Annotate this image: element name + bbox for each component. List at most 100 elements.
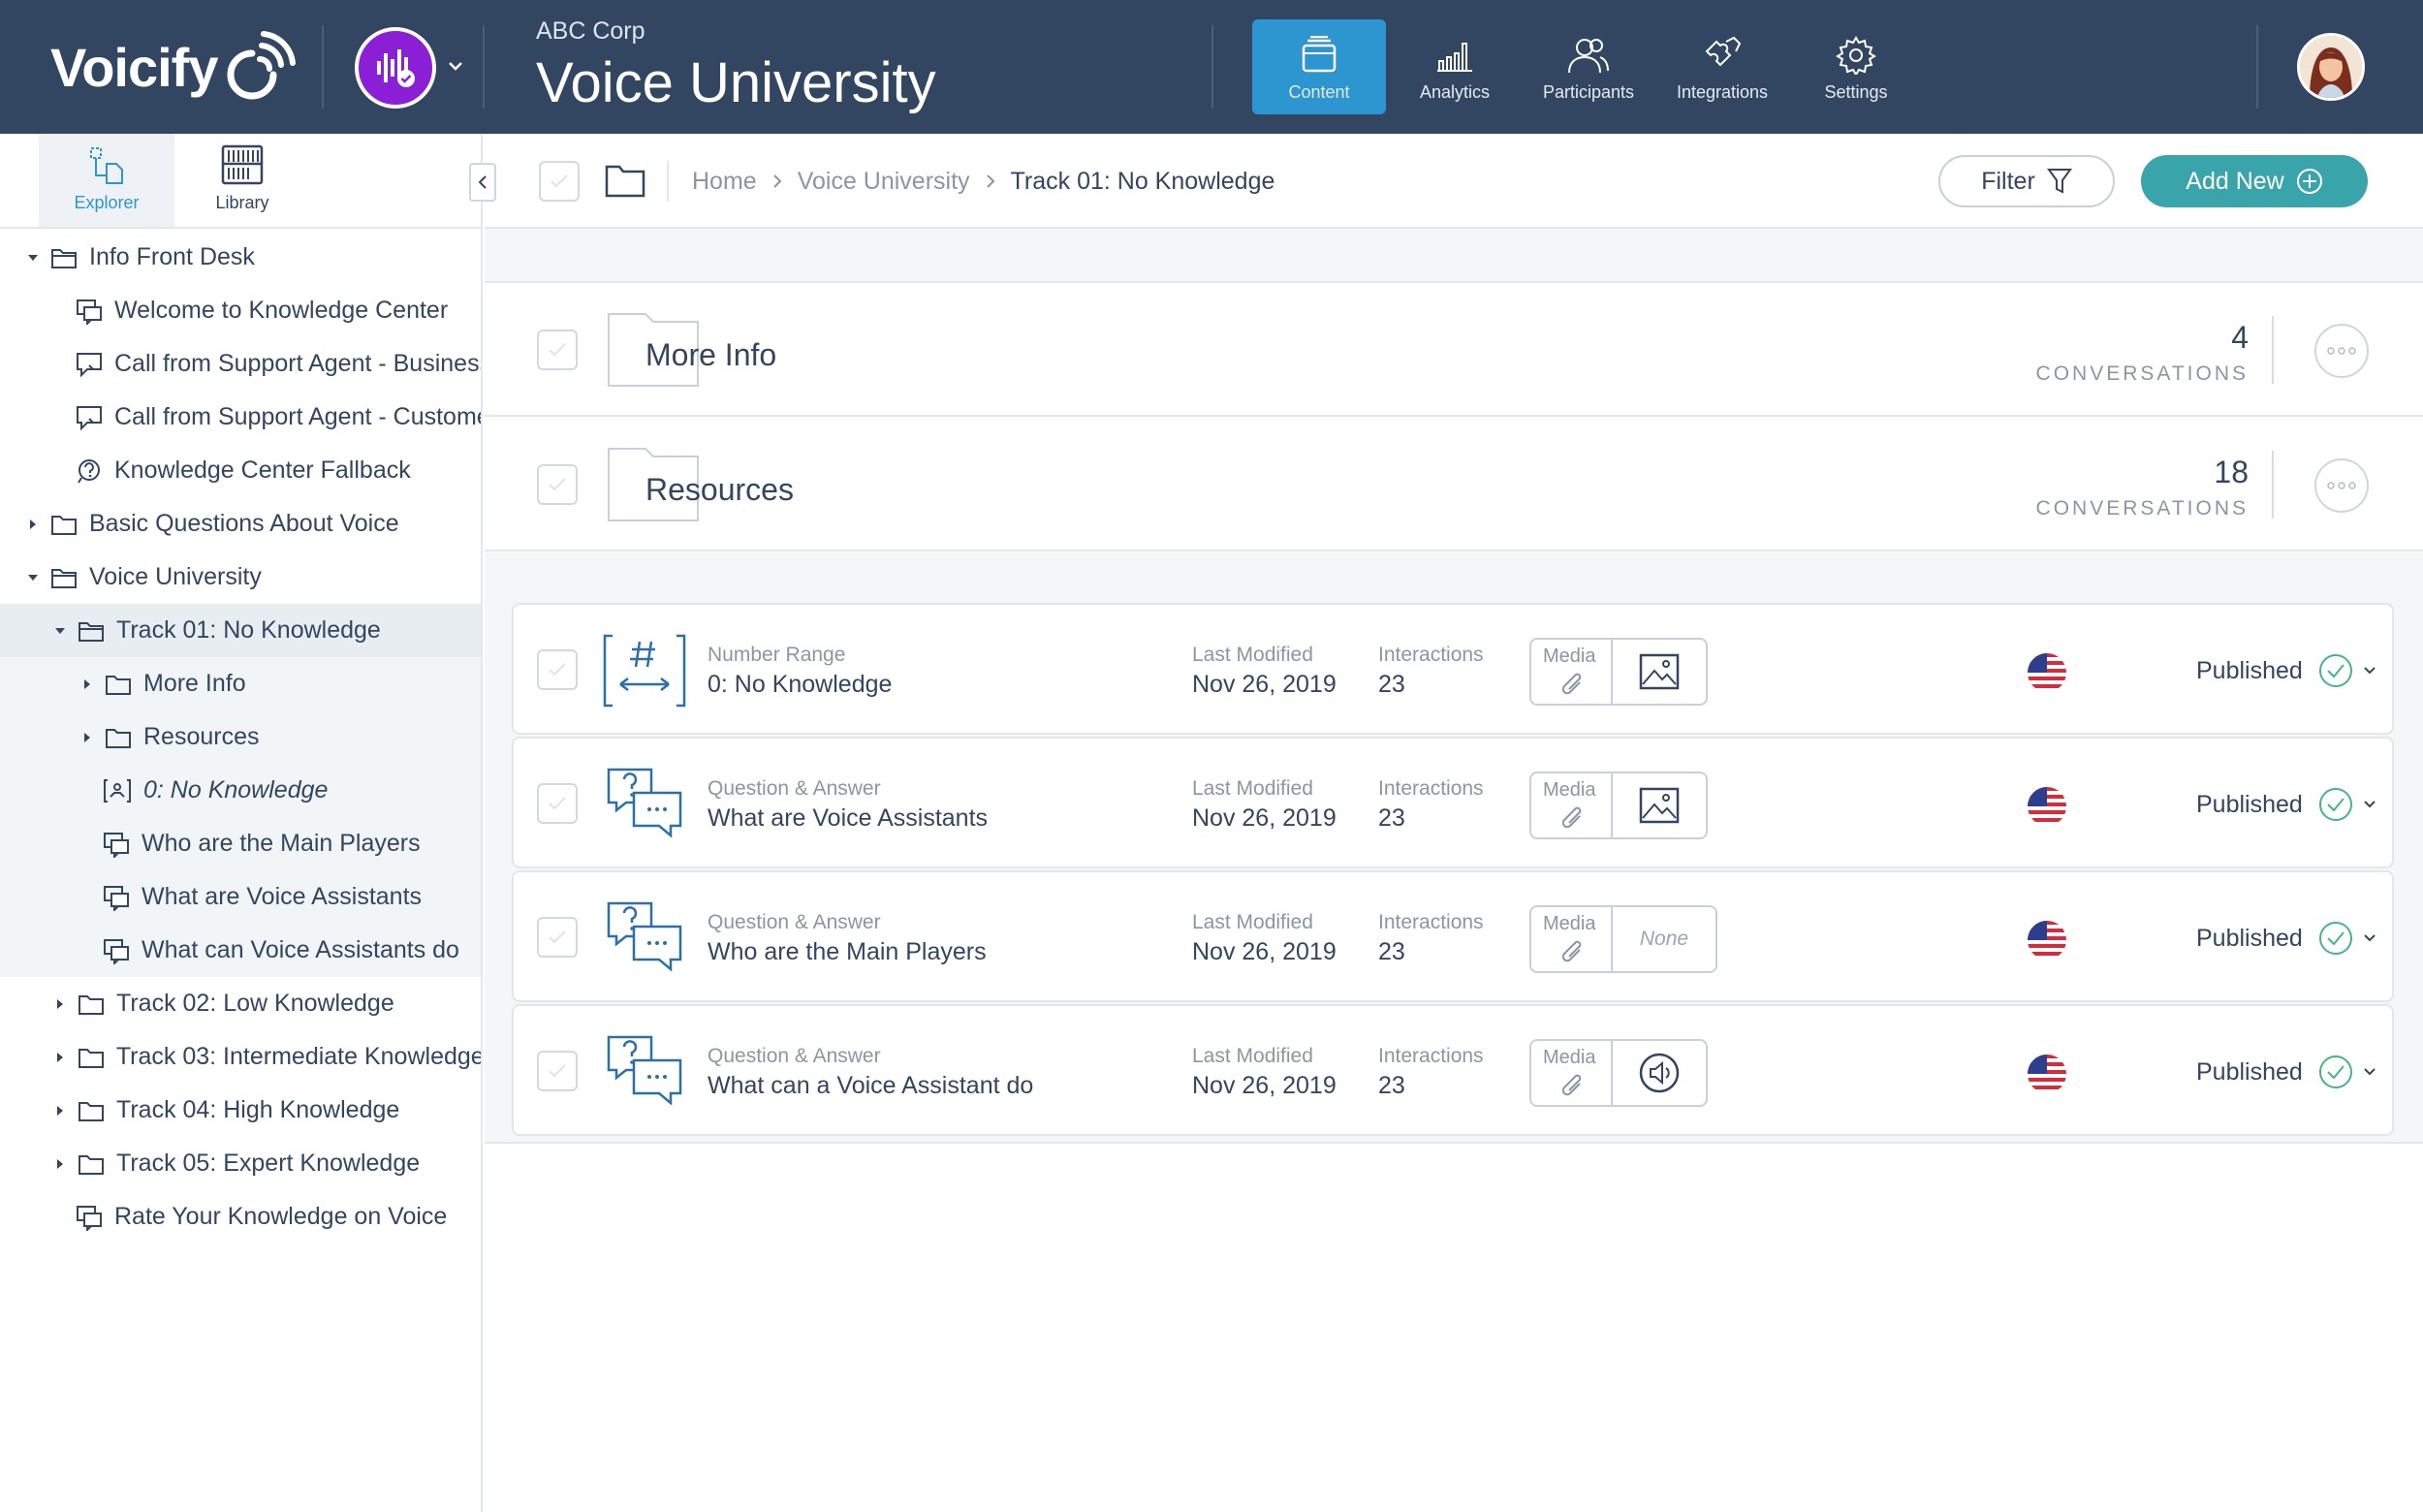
item-title[interactable]: Who are the Main Players bbox=[708, 938, 987, 965]
tree-item-conversation[interactable]: Call from Support Agent - Customer bbox=[0, 391, 481, 444]
media-preview[interactable] bbox=[1613, 1041, 1706, 1105]
item-title[interactable]: 0: No Knowledge bbox=[708, 671, 893, 698]
voice-waves-icon bbox=[227, 31, 297, 100]
publish-status[interactable]: Published bbox=[2196, 1055, 2376, 1089]
content-item-card[interactable]: Question & Answer What are Voice Assista… bbox=[512, 737, 2394, 868]
tree-item-conversation[interactable]: Welcome to Knowledge Center bbox=[0, 284, 481, 337]
tree-item-folder[interactable]: Resources bbox=[0, 710, 481, 764]
collapse-sidebar-button[interactable] bbox=[469, 163, 496, 202]
user-avatar[interactable] bbox=[2297, 33, 2365, 101]
tab-library[interactable]: Library bbox=[174, 134, 310, 227]
tree-item-label: Track 03: Intermediate Knowledge bbox=[115, 1043, 481, 1070]
tree-item-conversation[interactable]: Rate Your Knowledge on Voice bbox=[0, 1190, 481, 1244]
toolbar-spacer bbox=[485, 229, 2423, 283]
select-all-checkbox[interactable] bbox=[539, 161, 580, 202]
tree-item-folder[interactable]: Track 05: Expert Knowledge bbox=[0, 1137, 481, 1190]
caret-right-icon[interactable] bbox=[79, 732, 95, 743]
paperclip-icon bbox=[1561, 673, 1582, 695]
folder-icon bbox=[78, 1046, 105, 1069]
header-divider bbox=[2256, 25, 2258, 109]
item-title[interactable]: What can a Voice Assistant do bbox=[708, 1072, 1034, 1099]
folder-more-button[interactable] bbox=[2314, 458, 2369, 513]
folder-more-button[interactable] bbox=[2314, 324, 2369, 378]
tab-explorer[interactable]: Explorer bbox=[39, 134, 174, 227]
caret-right-icon[interactable] bbox=[52, 1052, 68, 1063]
chat-icon bbox=[76, 351, 103, 378]
caret-right-icon[interactable] bbox=[25, 519, 41, 530]
caret-down-icon[interactable] bbox=[25, 574, 41, 582]
item-title[interactable]: What are Voice Assistants bbox=[708, 804, 989, 832]
folder-row[interactable]: More Info 4 CONVERSATIONS bbox=[485, 283, 2423, 417]
row-checkbox[interactable] bbox=[537, 330, 578, 370]
breadcrumb-voice-university[interactable]: Voice University bbox=[797, 167, 970, 195]
media-attach-area[interactable]: Media bbox=[1531, 773, 1613, 837]
folder-icon bbox=[78, 992, 105, 1016]
caret-right-icon[interactable] bbox=[79, 678, 95, 690]
tree-item-qa[interactable]: What can Voice Assistants do bbox=[0, 924, 481, 977]
tree-item-folder[interactable]: Track 03: Intermediate Knowledge bbox=[0, 1030, 481, 1084]
chevron-down-icon[interactable] bbox=[446, 56, 465, 76]
folder-row[interactable]: Resources 18 CONVERSATIONS bbox=[485, 418, 2423, 551]
breadcrumb-current: Track 01: No Knowledge bbox=[1010, 167, 1275, 195]
add-new-button[interactable]: Add New bbox=[2141, 155, 2368, 207]
row-checkbox[interactable] bbox=[537, 1051, 578, 1091]
tree-item-number-range[interactable]: 0: No Knowledge bbox=[0, 764, 481, 817]
content-item-card[interactable]: Question & Answer Who are the Main Playe… bbox=[512, 870, 2394, 1002]
tree-item-label: Knowledge Center Fallback bbox=[114, 457, 411, 484]
tree-item-folder[interactable]: Basic Questions About Voice bbox=[0, 497, 481, 551]
nav-settings[interactable]: Settings bbox=[1789, 19, 1923, 114]
row-checkbox[interactable] bbox=[537, 464, 578, 505]
chevron-down-icon[interactable] bbox=[2363, 933, 2376, 943]
media-preview[interactable] bbox=[1613, 640, 1706, 704]
tree-item-conversation[interactable]: Call from Support Agent - Business Hours bbox=[0, 337, 481, 391]
publish-status[interactable]: Published bbox=[2196, 921, 2376, 956]
tree-item-folder[interactable]: More Info bbox=[0, 657, 481, 710]
nav-content[interactable]: Content bbox=[1252, 19, 1386, 114]
media-attachment[interactable]: Media bbox=[1529, 772, 1708, 839]
nav-analytics[interactable]: Analytics bbox=[1388, 19, 1522, 114]
media-attachment[interactable]: Media bbox=[1529, 1039, 1708, 1107]
media-preview[interactable] bbox=[1613, 773, 1706, 837]
chevron-down-icon[interactable] bbox=[2363, 800, 2376, 809]
filter-button[interactable]: Filter bbox=[1938, 155, 2115, 207]
breadcrumb-home[interactable]: Home bbox=[692, 167, 757, 195]
content-item-card[interactable]: Question & Answer What can a Voice Assis… bbox=[512, 1004, 2394, 1136]
caret-right-icon[interactable] bbox=[52, 1158, 68, 1170]
folder-name: Resources bbox=[645, 472, 794, 507]
tree-item-folder[interactable]: Voice University bbox=[0, 551, 481, 604]
tree-item-label: Call from Support Agent - Customer bbox=[114, 403, 481, 430]
content-item-card[interactable]: Number Range 0: No Knowledge Last Modifi… bbox=[512, 603, 2394, 735]
tree-item-qa[interactable]: What are Voice Assistants bbox=[0, 870, 481, 924]
tree-item-folder-selected[interactable]: Track 01: No Knowledge bbox=[0, 604, 481, 657]
row-checkbox[interactable] bbox=[537, 783, 578, 824]
media-none: None bbox=[1639, 928, 1689, 950]
caret-down-icon[interactable] bbox=[25, 254, 41, 262]
tree-item-folder[interactable]: Track 04: High Knowledge bbox=[0, 1084, 481, 1137]
explorer-sidebar: Explorer Library Info Front Desk Welcome bbox=[0, 134, 496, 1512]
caret-right-icon[interactable] bbox=[52, 998, 68, 1010]
caret-down-icon[interactable] bbox=[52, 627, 68, 635]
folder-icon[interactable] bbox=[605, 163, 645, 198]
tree-item-folder[interactable]: Info Front Desk bbox=[0, 231, 481, 284]
media-attachment[interactable]: Media None bbox=[1529, 905, 1717, 973]
nav-integrations[interactable]: Integrations bbox=[1655, 19, 1789, 114]
caret-right-icon[interactable] bbox=[52, 1105, 68, 1117]
publish-status[interactable]: Published bbox=[2196, 653, 2376, 688]
folder-open-icon bbox=[50, 246, 78, 269]
row-checkbox[interactable] bbox=[537, 917, 578, 958]
media-attach-area[interactable]: Media bbox=[1531, 640, 1613, 704]
tree-item-folder[interactable]: Track 02: Low Knowledge bbox=[0, 977, 481, 1030]
nav-participants[interactable]: Participants bbox=[1522, 19, 1655, 114]
tree-item-qa[interactable]: Who are the Main Players bbox=[0, 817, 481, 870]
media-attach-area[interactable]: Media bbox=[1531, 1041, 1613, 1105]
tree-item-fallback[interactable]: Knowledge Center Fallback bbox=[0, 444, 481, 497]
check-circle-icon bbox=[2318, 922, 2352, 955]
publish-status[interactable]: Published bbox=[2196, 787, 2376, 822]
chevron-down-icon[interactable] bbox=[2363, 666, 2376, 676]
app-switcher-badge[interactable] bbox=[355, 27, 436, 109]
media-attach-area[interactable]: Media bbox=[1531, 907, 1613, 971]
chevron-down-icon[interactable] bbox=[2363, 1067, 2376, 1077]
row-checkbox[interactable] bbox=[537, 649, 578, 690]
media-attachment[interactable]: Media bbox=[1529, 638, 1708, 706]
voicify-logo[interactable]: Voicify bbox=[50, 23, 297, 110]
